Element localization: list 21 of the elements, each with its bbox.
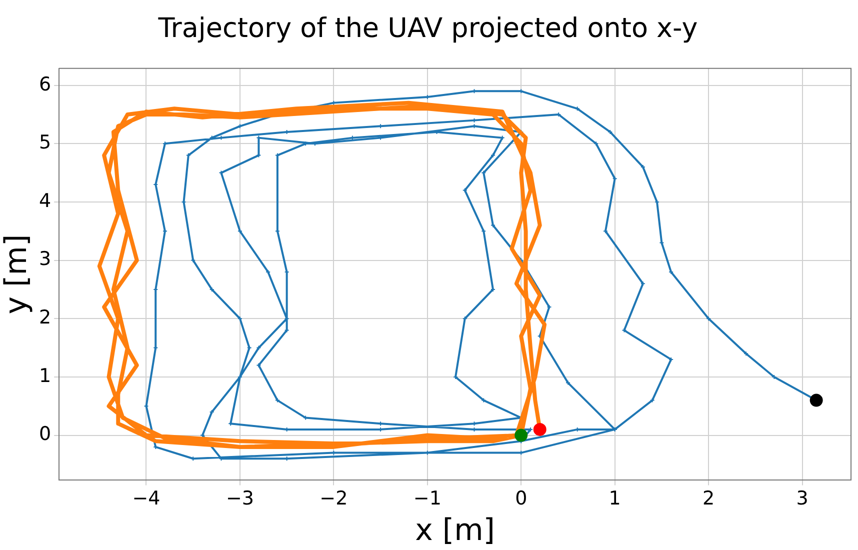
- x-axis-title: x [m]: [415, 512, 496, 548]
- x-tick-label: −4: [132, 488, 160, 510]
- y-tick-label: 3: [38, 248, 52, 270]
- y-tick-label: 5: [38, 132, 52, 154]
- y-tick-label: 1: [38, 364, 52, 387]
- x-tick-label: −3: [226, 488, 254, 510]
- x-tick-label: −1: [413, 488, 442, 510]
- x-tick-label: −2: [320, 488, 348, 510]
- x-tick-label: 1: [608, 488, 621, 510]
- x-tick-label: 0: [515, 488, 528, 510]
- point: [514, 428, 528, 442]
- point: [533, 422, 546, 436]
- y-tick-label: 0: [38, 423, 52, 446]
- y-axis-title: y [m]: [0, 234, 34, 314]
- y-tick-label: 2: [38, 306, 52, 329]
- x-tick-label: 2: [702, 488, 715, 510]
- x-tick-label: 3: [796, 488, 808, 510]
- chart-title: Trajectory of the UAV projected onto x-y: [157, 13, 698, 44]
- y-tick-label: 4: [38, 190, 52, 212]
- point: [810, 394, 823, 407]
- y-tick-label: 6: [38, 73, 52, 96]
